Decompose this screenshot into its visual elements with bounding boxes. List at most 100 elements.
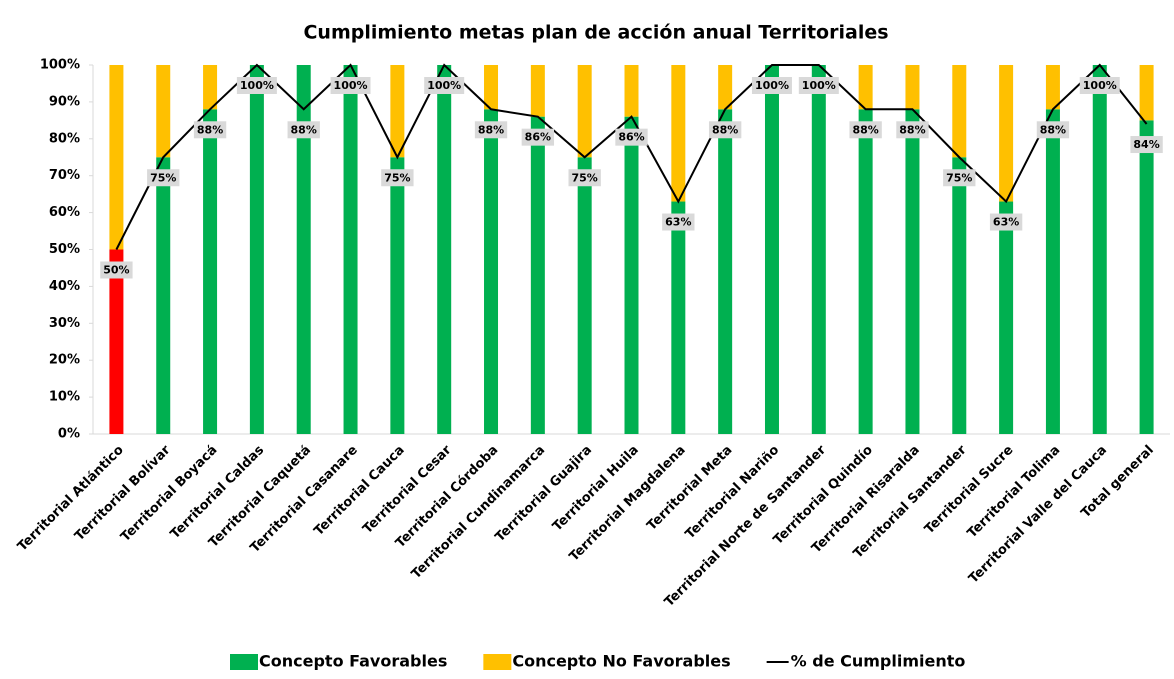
data-label: 100%: [330, 77, 371, 94]
data-label-text: 100%: [240, 79, 274, 92]
data-label-text: 75%: [946, 171, 972, 184]
bar: [343, 65, 358, 434]
data-label: 75%: [381, 169, 414, 187]
data-label-text: 88%: [197, 123, 223, 136]
data-label-box: [424, 77, 465, 94]
data-label-text: 50%: [103, 264, 129, 277]
data-label-text: 84%: [1133, 138, 1159, 151]
bar: [905, 65, 920, 110]
bar: [858, 109, 873, 434]
bar: [109, 249, 124, 434]
data-label-text: 100%: [755, 79, 789, 92]
bar: [437, 65, 452, 434]
data-label: 88%: [896, 121, 929, 139]
y-tick-label: 70%: [49, 168, 80, 183]
data-label-box: [798, 77, 839, 94]
bar: [530, 65, 545, 117]
data-label-box: [236, 77, 277, 94]
data-label-text: 75%: [384, 171, 410, 184]
data-label-box: [662, 213, 695, 231]
data-label: 63%: [662, 213, 695, 231]
y-tick-label: 30%: [49, 316, 80, 331]
bar: [1139, 65, 1154, 121]
data-label: 75%: [568, 169, 601, 187]
legend-label: Concepto No Favorables: [512, 652, 730, 671]
data-label-box: [287, 121, 320, 139]
data-label-text: 88%: [712, 123, 738, 136]
bar: [1045, 65, 1060, 110]
x-tick-label: Territorial Tolima: [965, 443, 1064, 542]
bar: [999, 65, 1014, 202]
y-tick-label: 80%: [49, 131, 80, 146]
bar: [484, 109, 499, 434]
data-label: 88%: [708, 121, 742, 139]
data-label: 88%: [1036, 121, 1070, 139]
data-label-box: [1079, 77, 1120, 94]
data-label: 84%: [1130, 136, 1163, 154]
data-label-box: [474, 121, 508, 139]
data-label: 100%: [751, 77, 792, 94]
data-label: 86%: [615, 128, 648, 146]
data-label: 88%: [849, 121, 882, 139]
bar: [952, 65, 967, 158]
bar: [390, 157, 405, 434]
y-tick-label: 90%: [49, 94, 80, 109]
data-label: 100%: [1079, 77, 1120, 94]
data-label-box: [1036, 121, 1070, 139]
bar: [156, 65, 171, 158]
bar: [249, 65, 264, 434]
data-label-text: 88%: [1040, 123, 1066, 136]
data-label-box: [708, 121, 742, 139]
bar: [109, 65, 124, 250]
y-tick-label: 0%: [58, 427, 80, 442]
data-label-box: [896, 121, 929, 139]
y-tick-label: 60%: [49, 205, 80, 220]
bar: [203, 109, 218, 434]
bar: [671, 65, 686, 202]
data-label-box: [1130, 136, 1163, 154]
data-label-text: 63%: [993, 216, 1019, 229]
data-label-box: [989, 213, 1023, 231]
bar: [203, 65, 218, 110]
data-label: 63%: [989, 213, 1023, 231]
bar: [811, 65, 826, 434]
legend-label: Concepto Favorables: [259, 652, 447, 671]
y-tick-label: 10%: [49, 390, 80, 405]
data-label-text: 88%: [899, 123, 925, 136]
data-label: 86%: [521, 128, 555, 146]
data-label: 100%: [424, 77, 465, 94]
bar: [390, 65, 405, 158]
data-label: 100%: [236, 77, 277, 94]
data-label-text: 88%: [852, 123, 878, 136]
x-tick-label: Territorial Sucre: [922, 443, 1017, 538]
data-label-box: [568, 169, 601, 187]
data-label-text: 100%: [427, 79, 461, 92]
data-label: 88%: [287, 121, 320, 139]
bar: [718, 109, 733, 434]
bar: [577, 157, 592, 434]
data-label: 88%: [193, 121, 227, 139]
legend-swatch: [483, 654, 512, 670]
bar: [624, 65, 639, 117]
y-tick-label: 40%: [49, 279, 80, 294]
bar: [671, 201, 686, 434]
bar: [952, 157, 967, 434]
data-label-text: 63%: [665, 216, 691, 229]
data-label-box: [943, 169, 976, 187]
bar: [905, 109, 920, 434]
data-label: 50%: [100, 261, 133, 279]
data-label-text: 75%: [572, 171, 598, 184]
bar: [858, 65, 873, 110]
data-label-box: [751, 77, 792, 94]
data-label: 75%: [147, 169, 180, 187]
bar: [764, 65, 779, 434]
data-label-box: [849, 121, 882, 139]
data-label-box: [100, 261, 133, 279]
data-label-box: [615, 128, 648, 146]
bar: [1139, 120, 1154, 434]
data-label-text: 75%: [150, 171, 176, 184]
y-tick-label: 20%: [49, 353, 80, 368]
data-label-box: [330, 77, 371, 94]
bar: [577, 65, 592, 158]
bar: [718, 65, 733, 110]
